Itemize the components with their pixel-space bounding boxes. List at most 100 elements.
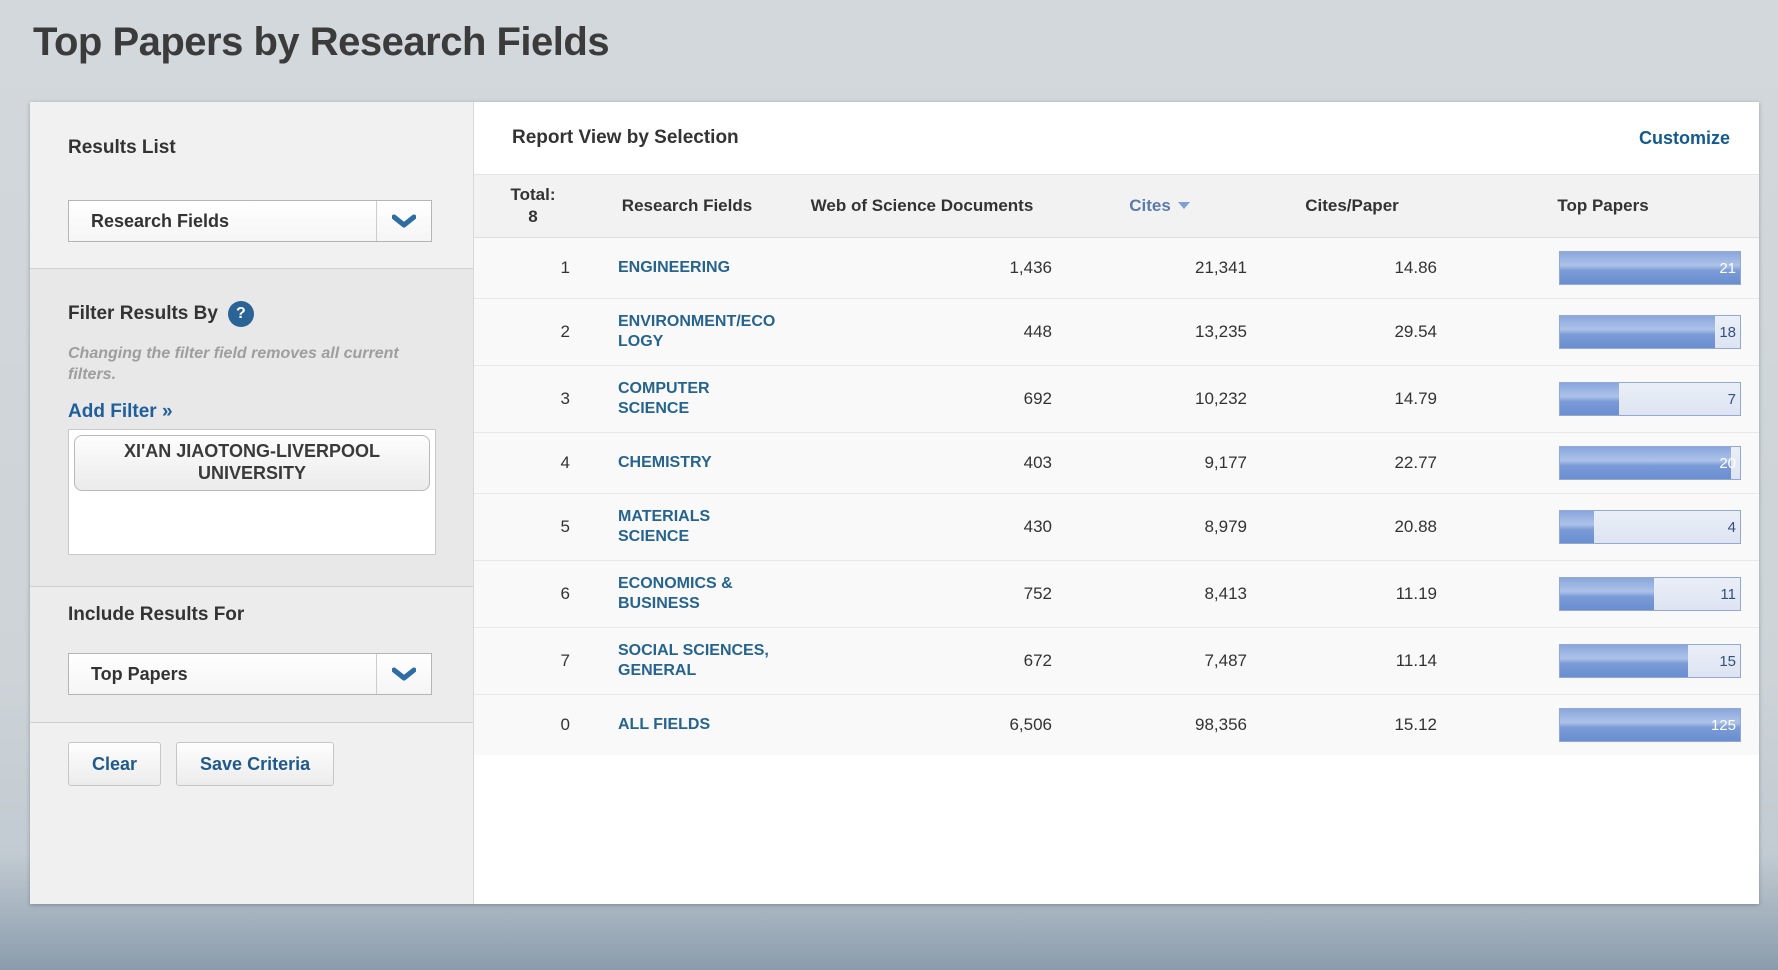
wos-documents-value: 692 (1023, 389, 1052, 408)
cites-per-paper-value: 22.77 (1394, 453, 1437, 472)
top-papers-value: 4 (1727, 518, 1736, 536)
row-rank: 6 (560, 584, 570, 603)
column-header-wos-documents[interactable]: Web of Science Documents (782, 174, 1062, 238)
total-count: Total: 8 (474, 174, 592, 238)
table-header-row: Total: 8 Research Fields Web of Science … (474, 174, 1759, 238)
top-papers-bar-fill (1560, 316, 1715, 348)
include-results-heading: Include Results For (68, 604, 245, 625)
top-papers-value: 20 (1719, 454, 1736, 472)
table-row: 0 ALL FIELDS 6,506 98,356 15.12 125 (474, 694, 1759, 755)
top-papers-bar-fill (1560, 383, 1620, 415)
report-view-title: Report View by Selection (512, 127, 739, 148)
active-filters-list: XI'AN JIAOTONG-LIVERPOOL UNIVERSITY (68, 429, 436, 556)
row-rank: 3 (560, 389, 570, 408)
research-field-link[interactable]: SOCIAL SCIENCES, GENERAL (618, 642, 769, 679)
top-papers-value: 18 (1719, 323, 1736, 341)
research-field-link[interactable]: ALL FIELDS (618, 716, 711, 733)
cites-per-paper-value: 14.79 (1394, 389, 1437, 408)
include-results-selected-value: Top Papers (91, 663, 188, 684)
cites-value: 9,177 (1204, 453, 1247, 472)
column-header-top-papers[interactable]: Top Papers (1447, 174, 1759, 238)
top-papers-value: 15 (1719, 652, 1736, 670)
top-papers-bar: 4 (1559, 510, 1741, 544)
top-papers-value: 7 (1727, 390, 1736, 408)
table-row: 6 ECONOMICS & BUSINESS 752 8,413 11.19 1… (474, 560, 1759, 628)
include-results-section: Include Results For Top Papers (30, 586, 473, 722)
row-rank: 5 (560, 517, 570, 536)
research-field-link[interactable]: ECONOMICS & BUSINESS (618, 575, 733, 612)
results-list-select[interactable]: Research Fields (68, 200, 432, 242)
results-list-heading: Results List (68, 137, 176, 158)
page-title: Top Papers by Research Fields (33, 20, 610, 64)
total-value: 8 (528, 207, 538, 226)
cites-per-paper-value: 15.12 (1394, 715, 1437, 734)
top-papers-bar: 20 (1559, 446, 1741, 480)
top-papers-value: 125 (1710, 716, 1736, 734)
top-papers-value: 21 (1719, 259, 1736, 277)
top-papers-bar-fill (1560, 511, 1595, 543)
results-list-selected-value: Research Fields (91, 210, 230, 231)
wos-documents-value: 1,436 (1009, 258, 1052, 277)
cites-value: 21,341 (1195, 258, 1247, 277)
chevron-down-icon (376, 201, 431, 241)
cites-value: 13,235 (1195, 322, 1247, 341)
cites-per-paper-value: 14.86 (1394, 258, 1437, 277)
cites-header-label: Cites (1129, 196, 1171, 215)
cites-value: 7,487 (1204, 651, 1247, 670)
column-header-cites-sorted[interactable]: Cites (1062, 174, 1257, 238)
actions-section: Clear Save Criteria (30, 722, 473, 904)
cites-per-paper-value: 11.14 (1395, 651, 1437, 670)
wos-documents-value: 672 (1023, 651, 1052, 670)
filter-chip-university[interactable]: XI'AN JIAOTONG-LIVERPOOL UNIVERSITY (74, 435, 430, 492)
top-papers-bar: 11 (1559, 577, 1741, 611)
research-field-link[interactable]: COMPUTER SCIENCE (618, 380, 710, 417)
filter-heading: Filter Results By (68, 303, 218, 324)
table-row: 3 COMPUTER SCIENCE 692 10,232 14.79 7 (474, 365, 1759, 433)
row-rank: 7 (560, 651, 570, 670)
filter-section: Filter Results By ? Changing the filter … (30, 268, 473, 586)
include-results-select[interactable]: Top Papers (68, 653, 432, 695)
wos-documents-value: 448 (1023, 322, 1052, 341)
save-criteria-button[interactable]: Save Criteria (176, 742, 335, 786)
row-rank: 0 (560, 715, 570, 734)
cites-per-paper-value: 11.19 (1395, 584, 1437, 603)
chevron-down-icon (376, 654, 431, 694)
table-row: 2 ENVIRONMENT/ECOLOGY 448 13,235 29.54 1… (474, 298, 1759, 366)
report-panel: Report View by Selection Customize Total… (474, 102, 1759, 904)
cites-value: 98,356 (1195, 715, 1247, 734)
top-papers-bar: 21 (1559, 251, 1741, 285)
top-papers-value: 11 (1720, 585, 1736, 603)
wos-documents-value: 752 (1023, 584, 1052, 603)
cites-per-paper-value: 20.88 (1394, 517, 1437, 536)
sidebar: Results List Research Fields Filter Resu… (30, 102, 474, 904)
table-body: 1 ENGINEERING 1,436 21,341 14.86 21 2 EN… (474, 237, 1759, 755)
top-papers-bar-fill (1560, 645, 1688, 677)
top-papers-bar: 15 (1559, 644, 1741, 678)
results-list-section: Results List Research Fields (30, 102, 473, 268)
cites-value: 8,979 (1204, 517, 1247, 536)
top-papers-bar-fill (1560, 709, 1740, 741)
table-row: 4 CHEMISTRY 403 9,177 22.77 20 (474, 432, 1759, 494)
cites-value: 8,413 (1204, 584, 1247, 603)
research-field-link[interactable]: CHEMISTRY (618, 454, 712, 471)
research-field-link[interactable]: ENGINEERING (618, 259, 731, 276)
clear-button[interactable]: Clear (68, 742, 162, 786)
table-row: 5 MATERIALS SCIENCE 430 8,979 20.88 4 (474, 493, 1759, 561)
filter-note: Changing the filter field removes all cu… (68, 345, 399, 384)
row-rank: 1 (560, 258, 570, 277)
top-papers-bar: 7 (1559, 382, 1741, 416)
row-rank: 2 (560, 322, 570, 341)
top-papers-bar: 125 (1559, 708, 1741, 742)
table-row: 7 SOCIAL SCIENCES, GENERAL 672 7,487 11.… (474, 627, 1759, 695)
research-field-link[interactable]: ENVIRONMENT/ECOLOGY (618, 313, 776, 350)
help-icon[interactable]: ? (227, 301, 254, 327)
research-field-link[interactable]: MATERIALS SCIENCE (618, 508, 711, 545)
wos-documents-value: 403 (1023, 453, 1052, 472)
column-header-research-fields[interactable]: Research Fields (592, 174, 782, 238)
content-card: Results List Research Fields Filter Resu… (30, 102, 1759, 904)
top-papers-bar-fill (1560, 578, 1654, 610)
column-header-cites-per-paper[interactable]: Cites/Paper (1257, 174, 1447, 238)
table-row: 1 ENGINEERING 1,436 21,341 14.86 21 (474, 237, 1759, 299)
customize-link[interactable]: Customize (1638, 127, 1730, 148)
add-filter-link[interactable]: Add Filter » (68, 401, 173, 423)
